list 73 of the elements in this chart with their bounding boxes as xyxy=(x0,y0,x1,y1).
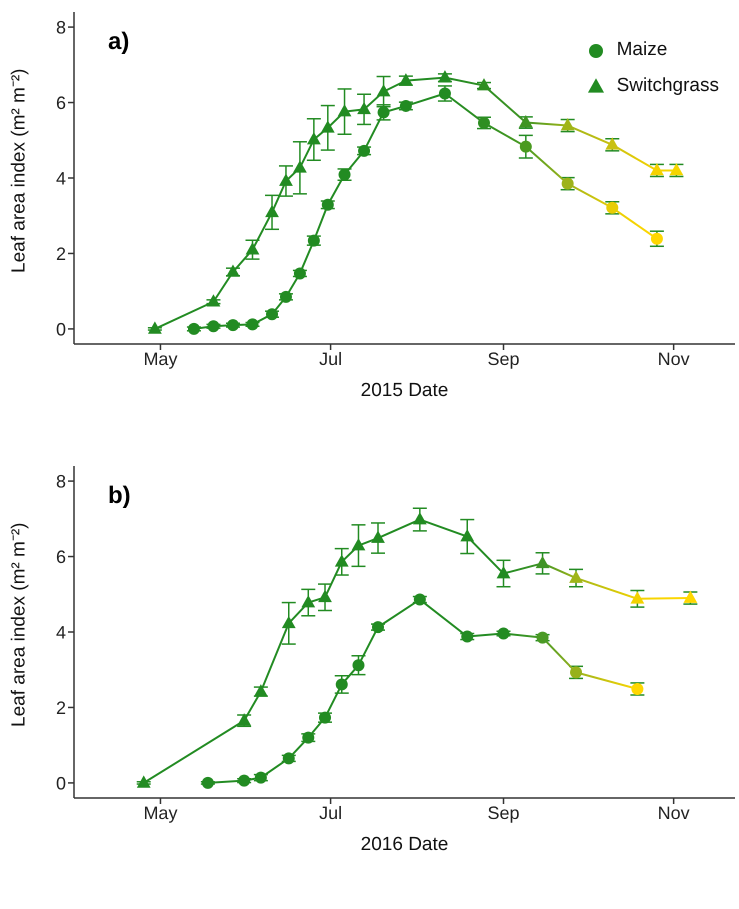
point xyxy=(438,70,452,82)
point xyxy=(498,628,510,640)
point xyxy=(202,776,214,789)
text: a) xyxy=(108,28,130,56)
point xyxy=(206,294,220,307)
x-tick-label: Nov xyxy=(658,348,690,369)
point xyxy=(376,84,390,96)
x-axis-title: 2015 Date xyxy=(360,380,448,401)
point xyxy=(412,512,427,524)
point xyxy=(226,264,240,277)
y-tick-label: 2 xyxy=(56,698,66,718)
x-tick-label: Nov xyxy=(658,802,690,823)
point xyxy=(322,198,334,211)
point xyxy=(302,732,314,744)
point xyxy=(400,100,412,112)
x-tick-label: Jul xyxy=(319,348,342,369)
point xyxy=(279,174,293,186)
point xyxy=(338,104,352,116)
y-tick-label: 4 xyxy=(56,168,66,188)
point xyxy=(246,242,260,254)
point xyxy=(280,290,292,303)
point xyxy=(536,556,550,568)
point xyxy=(358,144,370,157)
text: b) xyxy=(108,482,131,510)
point xyxy=(352,538,366,550)
point xyxy=(352,659,364,672)
point xyxy=(266,308,278,320)
point xyxy=(520,140,532,153)
point xyxy=(301,595,316,608)
point xyxy=(306,132,321,144)
x-tick-label: Sep xyxy=(487,348,520,369)
point xyxy=(372,621,384,634)
point xyxy=(569,570,583,583)
x-tick-label: Sep xyxy=(487,802,520,823)
point xyxy=(188,322,200,335)
point xyxy=(148,321,162,334)
point xyxy=(282,616,296,628)
point xyxy=(334,554,349,567)
x-axis-title: 2016 Date xyxy=(360,834,448,855)
x-tick-label: May xyxy=(143,802,178,823)
point xyxy=(226,319,239,332)
point xyxy=(318,590,332,602)
y-tick-label: 2 xyxy=(56,244,66,264)
point xyxy=(460,529,474,542)
point xyxy=(293,160,307,173)
y-tick-label: 4 xyxy=(56,622,66,642)
y-tick-label: 6 xyxy=(56,546,66,567)
point xyxy=(371,530,385,543)
y-tick-label: 0 xyxy=(56,773,66,794)
y-tick-label: 8 xyxy=(56,471,66,492)
point xyxy=(414,594,426,606)
point xyxy=(336,678,348,690)
y-axis-title: Leaf area index (m² m⁻²) xyxy=(8,68,30,273)
legend-label: Switchgrass xyxy=(616,75,719,97)
point xyxy=(246,318,258,330)
legend-label: Maize xyxy=(616,39,668,61)
point xyxy=(320,120,335,133)
point xyxy=(477,78,491,90)
point xyxy=(461,630,474,643)
point xyxy=(265,204,279,218)
point xyxy=(536,632,549,644)
x-tick-label: Jul xyxy=(319,802,342,823)
point xyxy=(357,102,371,114)
x-tick-label: May xyxy=(143,348,178,369)
y-axis-title: Leaf area index (m² m⁻²) xyxy=(8,522,30,727)
point xyxy=(630,591,644,604)
point xyxy=(496,566,510,578)
point xyxy=(282,752,295,764)
point xyxy=(294,267,306,280)
point xyxy=(207,320,220,332)
y-tick-label: 8 xyxy=(56,17,66,38)
y-tick-label: 0 xyxy=(56,319,66,340)
y-tick-label: 6 xyxy=(56,92,66,113)
